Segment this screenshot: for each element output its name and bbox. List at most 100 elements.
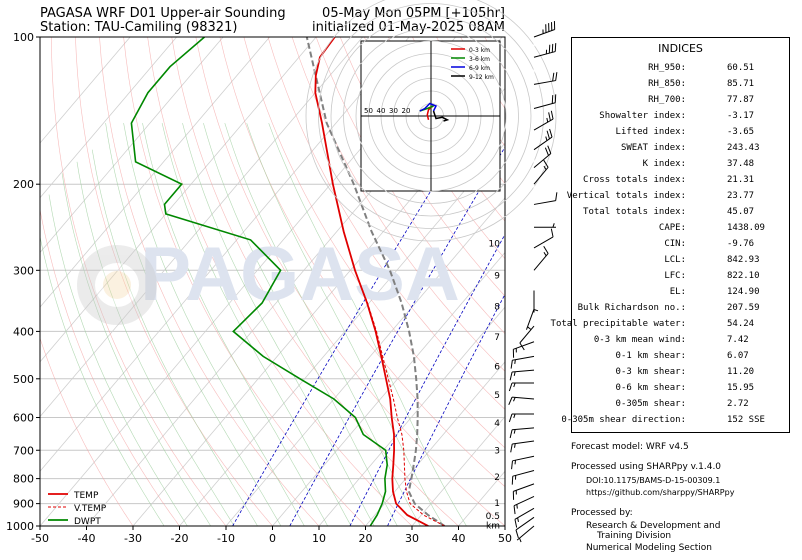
wind-barb-staff: [533, 51, 556, 58]
wind-barb-staff: [533, 167, 549, 185]
p-tick-label: 1000: [6, 520, 34, 533]
p-tick-label: 200: [13, 178, 34, 191]
wind-barb-flag: [555, 192, 558, 201]
index-value: 7.42: [727, 335, 749, 345]
wind-barb-half-flag: [533, 308, 539, 312]
wind-barb: [534, 223, 556, 228]
wind-barb-flag: [547, 145, 552, 154]
index-label: 0-6 km shear:: [615, 383, 686, 393]
dry-adiabat: [243, 37, 505, 449]
index-label: Lifted index:: [615, 127, 686, 137]
index-label: 0-3 km shear:: [615, 367, 686, 377]
index-value: -3.65: [727, 127, 755, 137]
wind-barb-staff: [533, 200, 556, 205]
height-label: 0.5: [486, 512, 500, 522]
height-label: 9: [494, 271, 500, 281]
index-label: K index:: [642, 159, 686, 169]
index-value: 842.93: [727, 255, 760, 265]
index-label: SWEAT index:: [620, 143, 686, 153]
isotherm-line: [40, 37, 177, 199]
p-tick-label: 500: [13, 373, 34, 386]
wind-barb-half-flag: [513, 371, 516, 376]
wind-barb-flag: [544, 147, 549, 156]
wind-barb: [533, 290, 539, 313]
moist-adiabat: [224, 123, 421, 526]
index-value: 1438.09: [727, 223, 765, 233]
dry-adiabat: [291, 37, 505, 372]
wind-barb-staff: [512, 440, 535, 445]
vtemp-line: [321, 123, 445, 526]
processed-using: Processed using SHARPpy v.1.4.0: [571, 462, 722, 472]
hodograph-ring-label: 20: [402, 107, 411, 115]
wind-barb: [533, 246, 549, 271]
pagasa-logo-watermark: [77, 245, 157, 325]
forecast-model: Forecast model: WRF v4.5: [571, 442, 689, 452]
wind-barb-flag: [552, 72, 555, 82]
wind-barb-half-flag: [546, 117, 549, 123]
mixing-ratio-line: [387, 293, 505, 526]
wind-barb-flag: [546, 130, 550, 139]
wind-barb-staff: [533, 118, 554, 131]
x-tick-label: -30: [124, 532, 142, 545]
height-label: 10: [489, 239, 501, 249]
p-tick-label: 600: [13, 412, 34, 425]
wind-barb: [533, 21, 556, 38]
wind-barb: [533, 72, 558, 85]
hodograph-ring-label: 40: [377, 107, 386, 115]
x-tick-label: 30: [405, 532, 419, 545]
p-tick-label: 400: [13, 325, 34, 338]
wind-barb-flag: [543, 246, 549, 254]
dry-adiabat: [123, 37, 366, 526]
index-label: CIN:: [664, 239, 686, 249]
x-axis: -50 -40 -30 -20 -10 0 10 20 30 40 50: [31, 526, 512, 545]
wind-barb-flag: [508, 382, 513, 392]
wind-barb-staff: [533, 236, 554, 249]
dry-adiabat: [195, 37, 505, 526]
wind-barb-half-flag: [517, 517, 519, 522]
wind-barb-flag: [543, 159, 549, 168]
isotherm-line: [178, 142, 505, 526]
wind-barb: [516, 525, 535, 543]
x-tick-label: 10: [312, 532, 326, 545]
hodograph-legend-label: 3-6 km: [469, 56, 490, 63]
wind-barb: [512, 483, 535, 500]
moist-adiabat: [246, 123, 444, 526]
moist-adiabat: [48, 194, 188, 526]
index-label: RH_850:: [648, 79, 686, 89]
index-label: RH_700:: [648, 95, 686, 105]
x-tick-label: 0: [269, 532, 276, 545]
index-value: -3.17: [727, 111, 755, 121]
hodograph-ring: [318, 3, 544, 229]
wind-barb-flag: [549, 128, 553, 138]
indices-title: INDICES: [658, 42, 703, 55]
hodograph-trace: [419, 102, 438, 112]
wind-barb-half-flag: [519, 537, 522, 543]
index-label: Total totals index:: [583, 207, 686, 217]
index-label: EL:: [669, 287, 686, 297]
legend-label: V.TEMP: [74, 504, 107, 514]
x-tick-label: -50: [31, 532, 49, 545]
dry-adiabat: [99, 37, 320, 526]
height-label: 7: [494, 333, 500, 343]
index-value: 11.20: [727, 367, 755, 377]
wind-barb-staff: [533, 153, 552, 169]
index-value: 77.87: [727, 95, 755, 105]
isotherm-line: [411, 415, 505, 526]
index-value: 822.10: [727, 271, 760, 281]
wind-barb-staff: [513, 495, 535, 507]
isotherm-line: [364, 361, 505, 526]
moist-adiabat: [61, 173, 212, 526]
division-line-1: Research & Development and: [586, 521, 721, 531]
wind-barb: [511, 470, 535, 485]
p-tick-label: 800: [13, 473, 34, 486]
wind-barb-staff: [526, 308, 535, 330]
wind-barb-flag: [514, 519, 518, 528]
hodograph-legend-label: 6-9 km: [469, 65, 490, 72]
wind-barb: [533, 192, 558, 205]
wind-barb-half-flag: [543, 165, 547, 170]
index-value: 23.77: [727, 191, 755, 201]
pressure-axis: 100 200 300 400 500 600 700 800 900 1000: [6, 31, 40, 533]
processed-by: Processed by:: [571, 508, 633, 518]
moist-adiabat: [142, 123, 329, 526]
index-label: LFC:: [664, 271, 686, 281]
